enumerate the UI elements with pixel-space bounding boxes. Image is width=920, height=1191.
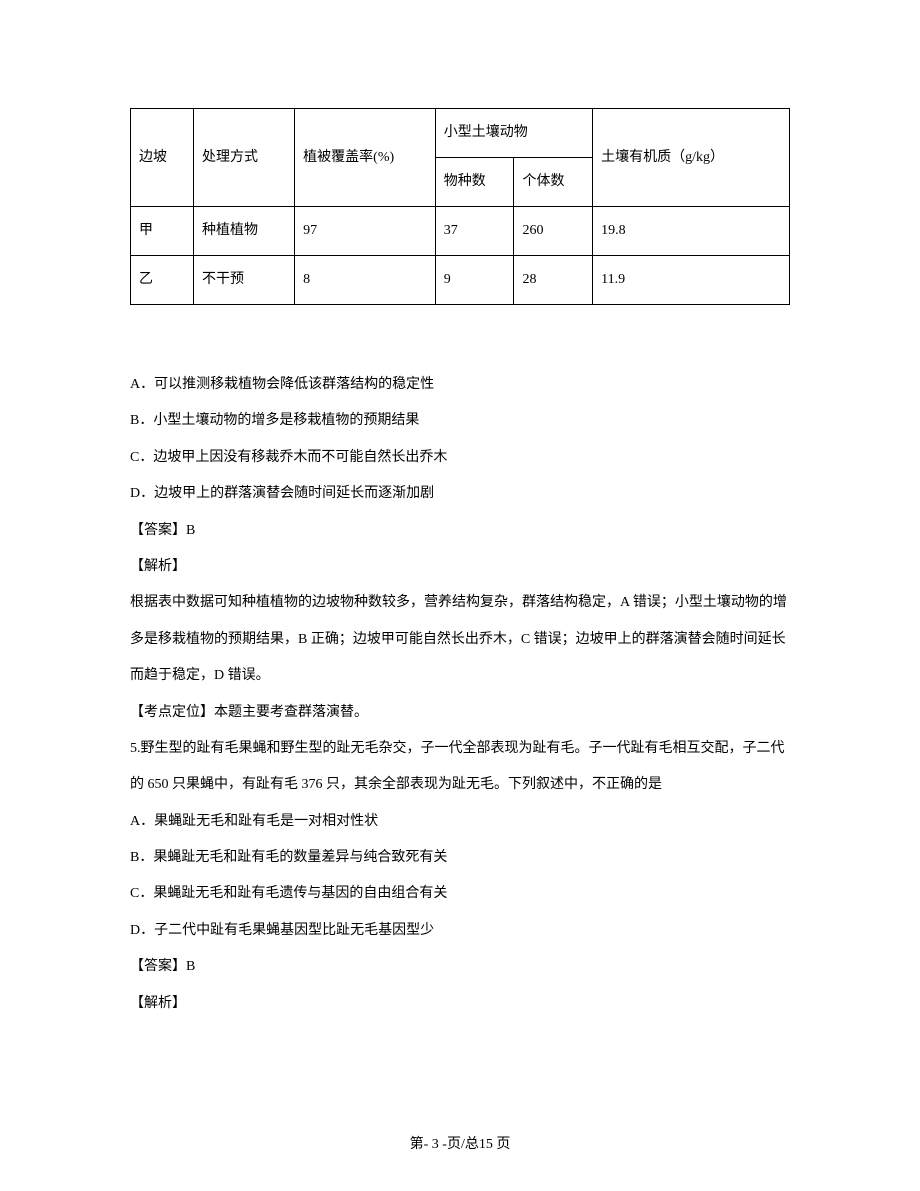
page-footer: 第- 3 -页/总15 页 bbox=[0, 1133, 920, 1153]
analysis-4: 根据表中数据可知种植植物的边坡物种数较多，营养结构复杂，群落结构稳定，A 错误；… bbox=[130, 585, 790, 694]
option-d: D．边坡甲上的群落演替会随时间延长而逐渐加剧 bbox=[130, 476, 790, 512]
col-species: 物种数 bbox=[435, 158, 514, 207]
table-row: 甲 种植植物 97 37 260 19.8 bbox=[131, 207, 790, 256]
cell-organic: 11.9 bbox=[593, 256, 790, 305]
option-b: B．小型土壤动物的增多是移栽植物的预期结果 bbox=[130, 403, 790, 439]
cell-method: 种植植物 bbox=[193, 207, 294, 256]
col-slope: 边坡 bbox=[131, 109, 194, 207]
kaodian: 【考点定位】本题主要考查群落演替。 bbox=[130, 695, 790, 731]
option-a: A．可以推测移栽植物会降低该群落结构的稳定性 bbox=[130, 367, 790, 403]
analysis-5-label: 【解析】 bbox=[130, 986, 790, 1022]
cell-individuals: 260 bbox=[514, 207, 593, 256]
question-body: A．可以推测移栽植物会降低该群落结构的稳定性 B．小型土壤动物的增多是移栽植物的… bbox=[130, 367, 790, 1022]
question-5: 5.野生型的趾有毛果蝇和野生型的趾无毛杂交，子一代全部表现为趾有毛。子一代趾有毛… bbox=[130, 731, 790, 804]
cell-veg: 8 bbox=[295, 256, 436, 305]
answer-4: 【答案】B bbox=[130, 513, 790, 549]
col-organic: 土壤有机质（g/kg） bbox=[593, 109, 790, 207]
option-c: C．边坡甲上因没有移裁乔木而不可能自然长出乔木 bbox=[130, 440, 790, 476]
cell-slope: 甲 bbox=[131, 207, 194, 256]
q5-option-d: D．子二代中趾有毛果蝇基因型比趾无毛基因型少 bbox=[130, 913, 790, 949]
answer-5: 【答案】B bbox=[130, 949, 790, 985]
cell-slope: 乙 bbox=[131, 256, 194, 305]
cell-individuals: 28 bbox=[514, 256, 593, 305]
q5-option-c: C．果蝇趾无毛和趾有毛遗传与基因的自由组合有关 bbox=[130, 876, 790, 912]
col-animal-group: 小型土壤动物 bbox=[435, 109, 592, 158]
analysis-label: 【解析】 bbox=[130, 549, 790, 585]
table-row: 乙 不干预 8 9 28 11.9 bbox=[131, 256, 790, 305]
cell-veg: 97 bbox=[295, 207, 436, 256]
cell-organic: 19.8 bbox=[593, 207, 790, 256]
q5-option-a: A．果蝇趾无毛和趾有毛是一对相对性状 bbox=[130, 804, 790, 840]
cell-species: 37 bbox=[435, 207, 514, 256]
cell-species: 9 bbox=[435, 256, 514, 305]
q5-option-b: B．果蝇趾无毛和趾有毛的数量差异与纯合致死有关 bbox=[130, 840, 790, 876]
col-method: 处理方式 bbox=[193, 109, 294, 207]
cell-method: 不干预 bbox=[193, 256, 294, 305]
col-individuals: 个体数 bbox=[514, 158, 593, 207]
slope-data-table: 边坡 处理方式 植被覆盖率(%) 小型土壤动物 土壤有机质（g/kg） 物种数 … bbox=[130, 108, 790, 305]
col-veg: 植被覆盖率(%) bbox=[295, 109, 436, 207]
